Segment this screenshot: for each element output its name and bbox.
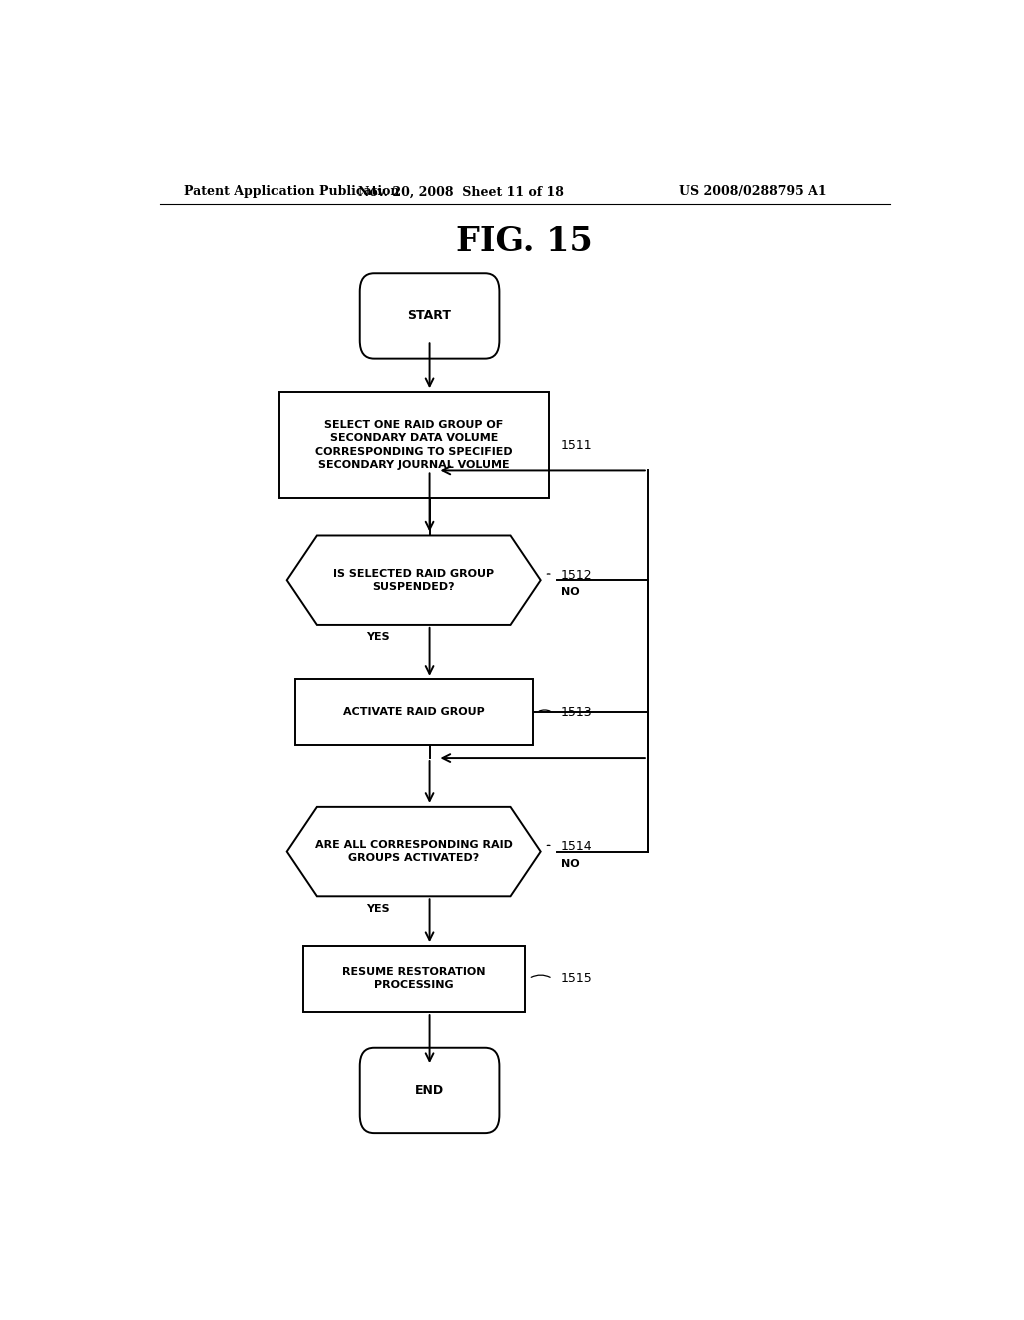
Text: SELECT ONE RAID GROUP OF
SECONDARY DATA VOLUME
CORRESPONDING TO SPECIFIED
SECOND: SELECT ONE RAID GROUP OF SECONDARY DATA … xyxy=(315,420,512,470)
Text: 1515: 1515 xyxy=(560,972,592,985)
Text: IS SELECTED RAID GROUP
SUSPENDED?: IS SELECTED RAID GROUP SUSPENDED? xyxy=(333,569,495,591)
Text: 1513: 1513 xyxy=(560,706,592,719)
Text: Patent Application Publication: Patent Application Publication xyxy=(183,185,399,198)
Text: US 2008/0288795 A1: US 2008/0288795 A1 xyxy=(679,185,826,198)
FancyBboxPatch shape xyxy=(359,1048,500,1133)
Text: Nov. 20, 2008  Sheet 11 of 18: Nov. 20, 2008 Sheet 11 of 18 xyxy=(358,185,564,198)
Text: RESUME RESTORATION
PROCESSING: RESUME RESTORATION PROCESSING xyxy=(342,968,485,990)
Text: YES: YES xyxy=(367,903,390,913)
Text: ACTIVATE RAID GROUP: ACTIVATE RAID GROUP xyxy=(343,708,484,717)
Polygon shape xyxy=(287,536,541,624)
Bar xyxy=(295,680,532,746)
Text: NO: NO xyxy=(560,859,580,869)
Text: NO: NO xyxy=(560,587,580,598)
FancyBboxPatch shape xyxy=(359,273,500,359)
Text: YES: YES xyxy=(367,632,390,642)
Text: END: END xyxy=(415,1084,444,1097)
Text: 1514: 1514 xyxy=(560,840,592,853)
Text: FIG. 15: FIG. 15 xyxy=(457,226,593,259)
Bar xyxy=(279,392,549,499)
Text: 1511: 1511 xyxy=(560,438,592,451)
Text: ARE ALL CORRESPONDING RAID
GROUPS ACTIVATED?: ARE ALL CORRESPONDING RAID GROUPS ACTIVA… xyxy=(314,840,513,863)
Polygon shape xyxy=(287,807,541,896)
Bar xyxy=(303,945,524,1011)
Text: START: START xyxy=(408,309,452,322)
Text: 1512: 1512 xyxy=(560,569,592,582)
